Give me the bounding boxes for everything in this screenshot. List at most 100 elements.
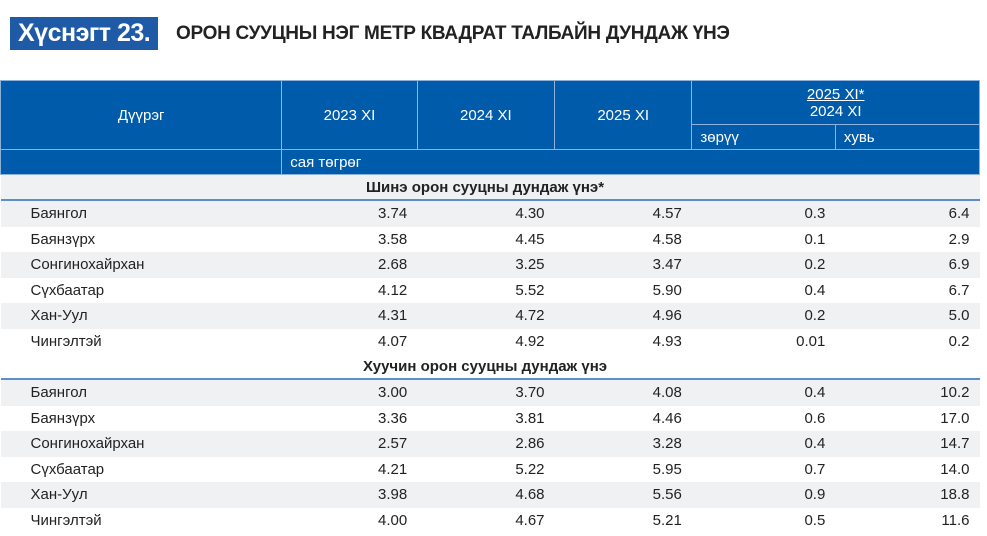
cell-district: Баянгол	[0, 379, 282, 406]
cell-value-2024: 4.67	[515, 511, 545, 529]
cell-district: Сонгинохайрхан	[0, 431, 282, 457]
ratio-denominator: 2024 XI	[809, 102, 862, 120]
cell-value-2025: 3.28	[554, 431, 692, 457]
table-row: Хан-Уул 4.31 4.72 4.96 0.2 5.0	[0, 303, 980, 329]
cell-value-2023: 3.98	[281, 482, 418, 508]
cell-pct: 5.0	[835, 303, 980, 329]
cell-diff: 0.6	[804, 409, 826, 427]
table-row: Сонгинохайрхан 2.68 3.25 3.47 0.2 6.9	[0, 252, 980, 278]
cell-value-2024: 2.86	[417, 431, 555, 457]
cell-pct: 11.6	[941, 511, 970, 529]
cell-pct: 14.0	[940, 460, 970, 478]
header-pct: хувь	[834, 124, 981, 150]
header-2023: 2023 XI	[281, 80, 418, 150]
cell-district: Сүхбаатар	[30, 460, 105, 478]
cell-district: Чингэлтэй	[30, 511, 102, 529]
cell-value-2023: 2.68	[281, 252, 418, 278]
cell-diff: 0.01	[796, 332, 826, 350]
cell-value-2025: 4.08	[554, 379, 692, 406]
cell-value-2025: 4.57	[554, 200, 692, 227]
header-unit: сая төгрөг	[281, 149, 980, 175]
cell-district: Баянзүрх	[30, 230, 96, 248]
cell-value-2024: 3.81	[515, 409, 545, 427]
cell-value-2025: 4.46	[652, 409, 682, 427]
cell-pct: 2.9	[948, 230, 970, 248]
cell-diff: 0.7	[804, 460, 826, 478]
header-2025: 2025 XI	[554, 80, 693, 150]
cell-pct: 10.2	[835, 379, 980, 406]
cell-value-2025: 4.58	[652, 230, 682, 248]
cell-pct: 0.2	[948, 332, 970, 350]
cell-pct: 14.7	[835, 431, 980, 457]
header-district: Дүүрэг	[0, 80, 283, 150]
cell-diff: 0.4	[691, 379, 836, 406]
cell-value-2024: 5.22	[515, 460, 545, 478]
table-row: Сүхбаатар 4.21 5.22 5.95 0.7 14.0	[1, 457, 980, 483]
table-row: Хан-Уул 3.98 4.68 5.56 0.9 18.8	[0, 482, 980, 508]
cell-value-2023: 4.21	[377, 460, 408, 478]
cell-value-2023: 3.36	[377, 409, 408, 427]
cell-diff: 0.3	[691, 200, 836, 227]
cell-value-2024: 3.70	[417, 379, 555, 406]
cell-pct: 6.4	[835, 200, 980, 227]
cell-value-2025: 4.96	[554, 303, 692, 329]
cell-value-2023: 4.07	[377, 332, 408, 350]
cell-diff: 0.5	[804, 511, 826, 529]
cell-pct: 6.9	[835, 252, 980, 278]
cell-value-2023: 3.74	[281, 200, 418, 227]
cell-value-2024: 5.52	[515, 281, 545, 299]
section-title: Шинэ орон сууцны дундаж үнэ*	[0, 174, 980, 201]
cell-diff: 0.4	[804, 281, 826, 299]
cell-value-2025: 5.95	[652, 460, 682, 478]
cell-value-2025: 3.47	[554, 252, 692, 278]
cell-district: Сүхбаатар	[30, 281, 105, 299]
table-row: Чингэлтэй 4.00 4.67 5.21 0.5 11.6	[1, 508, 980, 534]
cell-value-2024: 3.25	[417, 252, 555, 278]
cell-value-2025: 5.90	[652, 281, 682, 299]
cell-diff: 0.4	[691, 431, 836, 457]
cell-value-2024: 4.45	[515, 230, 545, 248]
cell-pct: 18.8	[835, 482, 980, 508]
cell-district: Баянгол	[0, 200, 282, 227]
cell-diff: 0.1	[804, 230, 826, 248]
table-row: Баянгол 3.00 3.70 4.08 0.4 10.2	[0, 379, 980, 406]
header-2024: 2024 XI	[416, 80, 556, 150]
cell-value-2025: 4.93	[652, 332, 682, 350]
section-title: Хуучин орон сууцны дундаж үнэ	[0, 354, 980, 380]
header-diff: зөрүү	[691, 124, 836, 150]
cell-value-2023: 3.00	[281, 379, 418, 406]
table-row: Сонгинохайрхан 2.57 2.86 3.28 0.4 14.7	[0, 431, 980, 457]
table-title: ОРОН СУУЦНЫ НЭГ МЕТР КВАДРАТ ТАЛБАЙН ДУН…	[176, 23, 730, 44]
header-blank	[0, 149, 283, 175]
cell-district: Сонгинохайрхан	[0, 252, 282, 278]
cell-diff: 0.9	[691, 482, 836, 508]
table-number-badge: Хүснэгт 23.	[10, 17, 159, 50]
cell-diff: 0.2	[691, 252, 836, 278]
cell-value-2023: 4.00	[377, 511, 408, 529]
cell-district: Хан-Уул	[0, 482, 282, 508]
table-row: Баянгол 3.74 4.30 4.57 0.3 6.4	[0, 200, 980, 227]
cell-pct: 6.7	[948, 281, 970, 299]
cell-pct: 17.0	[940, 409, 970, 427]
cell-value-2023: 4.12	[377, 281, 408, 299]
cell-district: Баянзүрх	[30, 409, 96, 427]
cell-value-2024: 4.72	[417, 303, 555, 329]
table-row: Чингэлтэй 4.07 4.92 4.93 0.01 0.2	[1, 329, 980, 355]
cell-value-2023: 3.58	[377, 230, 408, 248]
ratio-numerator: 2025 XI*	[806, 85, 865, 103]
table-row: Баянзүрх 3.58 4.45 4.58 0.1 2.9	[1, 227, 980, 253]
cell-value-2025: 5.21	[652, 511, 682, 529]
cell-diff: 0.2	[691, 303, 836, 329]
cell-district: Хан-Уул	[0, 303, 282, 329]
table-row: Сүхбаатар 4.12 5.52 5.90 0.4 6.7	[1, 278, 980, 304]
cell-value-2024: 4.30	[417, 200, 555, 227]
cell-value-2025: 5.56	[554, 482, 692, 508]
table-row: Баянзүрх 3.36 3.81 4.46 0.6 17.0	[1, 406, 980, 432]
cell-district: Чингэлтэй	[30, 332, 102, 350]
header-ratio: 2025 XI* 2024 XI	[691, 80, 980, 125]
cell-value-2024: 4.92	[515, 332, 545, 350]
cell-value-2023: 4.31	[281, 303, 418, 329]
cell-value-2023: 2.57	[281, 431, 418, 457]
price-table: Дүүрэг 2023 XI 2024 XI 2025 XI 2025 XI* 2…	[0, 80, 981, 534]
cell-value-2024: 4.68	[417, 482, 555, 508]
